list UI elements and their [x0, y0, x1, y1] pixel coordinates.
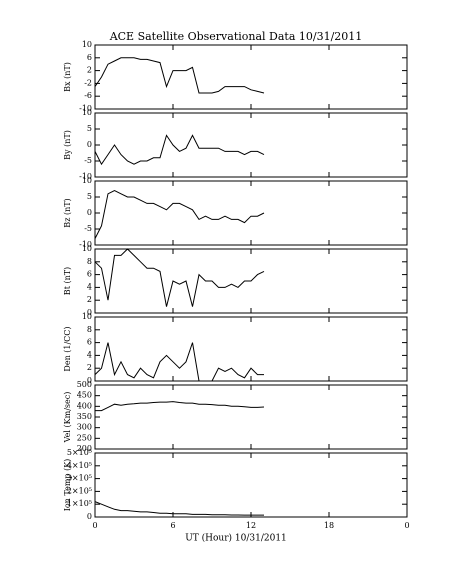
x-tick-label: 12 [246, 521, 256, 530]
y-axis-label: Bt (nT) [63, 267, 72, 295]
y-tick-label: 0 [87, 208, 92, 217]
y-tick-label: 4 [87, 282, 92, 291]
y-tick-label: 10 [82, 40, 92, 49]
y-tick-label: 5 [87, 192, 92, 201]
y-tick-label: 2×10⁵ [67, 486, 92, 495]
y-tick-label: 10 [82, 176, 92, 185]
y-tick-label: 4 [87, 350, 92, 359]
y-tick-label: 8 [87, 257, 92, 266]
y-tick-label: 6 [87, 270, 92, 279]
y-tick-label: -10 [79, 172, 92, 181]
y-tick-label: -6 [84, 91, 92, 100]
y-tick-label: 5 [87, 124, 92, 133]
x-axis-label: UT (Hour) 10/31/2011 [185, 533, 287, 544]
x-tick-label: 0 [92, 521, 97, 530]
y-tick-label: 500 [77, 380, 92, 389]
y-tick-label: 10 [82, 108, 92, 117]
y-tick-label: 0 [87, 308, 92, 317]
y-axis-label: By (nT) [63, 130, 72, 160]
x-tick-label: 6 [170, 521, 175, 530]
y-tick-label: -5 [84, 224, 92, 233]
y-tick-label: 200 [77, 444, 92, 453]
y-tick-label: 0 [87, 512, 92, 521]
y-tick-label: -10 [79, 104, 92, 113]
y-tick-label: 2 [87, 363, 92, 372]
panel-frame [94, 112, 408, 178]
y-tick-label: 3×10⁵ [67, 474, 92, 483]
y-tick-label: 400 [77, 401, 92, 410]
y-axis-label: Bx (nT) [63, 62, 72, 92]
panel-frame [94, 180, 408, 246]
y-tick-label: 5×10⁵ [67, 448, 92, 457]
y-tick-label: 6 [87, 338, 92, 347]
data-line [94, 134, 265, 166]
y-tick-label: 300 [77, 423, 92, 432]
x-tick-label: 18 [324, 521, 334, 530]
y-tick-label: 6 [87, 53, 92, 62]
data-line [94, 248, 265, 307]
panel-frame [94, 44, 408, 110]
y-tick-label: 10 [82, 312, 92, 321]
y-tick-label: 350 [77, 412, 92, 421]
y-axis-label: Ion Temp (K) [63, 459, 72, 512]
y-tick-label: 1×10⁵ [67, 499, 92, 508]
data-line [95, 401, 265, 412]
panel-frame [94, 316, 408, 382]
y-tick-label: 8 [87, 325, 92, 334]
y-axis-label: Vel (Km/sec) [63, 392, 72, 444]
y-tick-label: 4×10⁵ [67, 461, 92, 470]
y-tick-label: 2 [87, 295, 92, 304]
y-tick-label: 2 [87, 66, 92, 75]
data-line [94, 57, 265, 94]
chart-title: ACE Satellite Observational Data 10/31/2… [109, 30, 363, 43]
y-tick-label: 0 [87, 376, 92, 385]
y-axis-label: Bz (nT) [63, 198, 72, 227]
y-tick-label: -5 [84, 156, 92, 165]
data-line [94, 501, 264, 516]
data-line [94, 190, 265, 239]
y-tick-label: -2 [84, 78, 92, 87]
y-tick-label: 450 [77, 391, 92, 400]
panel-frame [94, 452, 408, 518]
data-line [94, 342, 264, 382]
y-tick-label: 10 [82, 244, 92, 253]
y-tick-label: -10 [79, 240, 92, 249]
panel-frame [94, 384, 408, 450]
x-tick-label: 0 [404, 521, 409, 530]
y-tick-label: 0 [87, 140, 92, 149]
y-tick-label: 250 [77, 433, 92, 442]
y-axis-label: Den (1/CC) [63, 326, 72, 371]
